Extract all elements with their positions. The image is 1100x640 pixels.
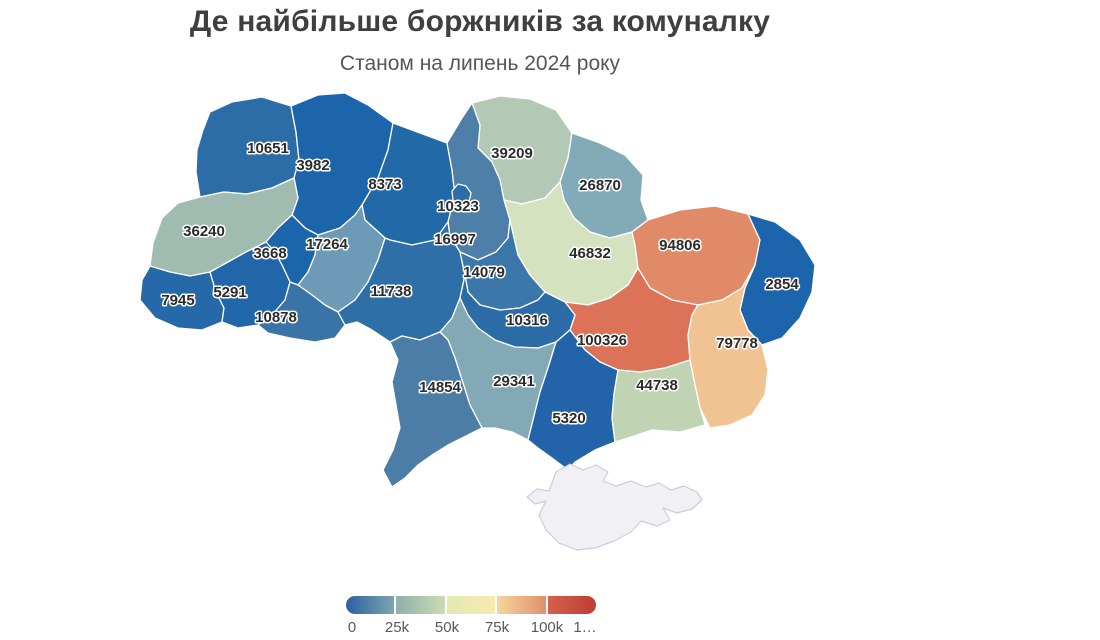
region-kyiv-city[interactable]: [451, 183, 472, 208]
legend-tick-25k: 25k: [384, 619, 410, 636]
legend-segment-2: [396, 596, 445, 614]
legend-tick-75k: 75k: [484, 619, 510, 636]
color-legend: 0 25k 50k 75k 100k 1…: [346, 596, 597, 639]
region-chernivtsi[interactable]: [257, 281, 346, 343]
legend-tick-0: 0: [347, 619, 357, 636]
legend-gradient-bar: [346, 596, 597, 614]
legend-tick-100k: 100k: [530, 619, 564, 636]
region-crimea[interactable]: [526, 463, 703, 551]
chart-title: Де найбільше боржників за комуналку: [189, 5, 771, 38]
map-regions: [139, 92, 816, 551]
legend-segment-3: [446, 596, 496, 614]
region-zaporizhzhia[interactable]: [611, 359, 706, 443]
legend-segment-5: [547, 596, 597, 614]
legend-tick-125k-truncated: 1…: [573, 619, 597, 636]
region-ivano-frankivsk[interactable]: [209, 241, 291, 329]
region-volyn[interactable]: [195, 96, 300, 198]
chart-subtitle: Станом на липень 2024 року: [339, 52, 621, 75]
legend-segment-4: [497, 596, 546, 614]
legend-ticks: 0 25k 50k 75k 100k 1…: [346, 619, 597, 639]
legend-tick-50k: 50k: [434, 619, 460, 636]
region-odesa[interactable]: [382, 331, 483, 488]
legend-segment-1: [346, 596, 395, 614]
